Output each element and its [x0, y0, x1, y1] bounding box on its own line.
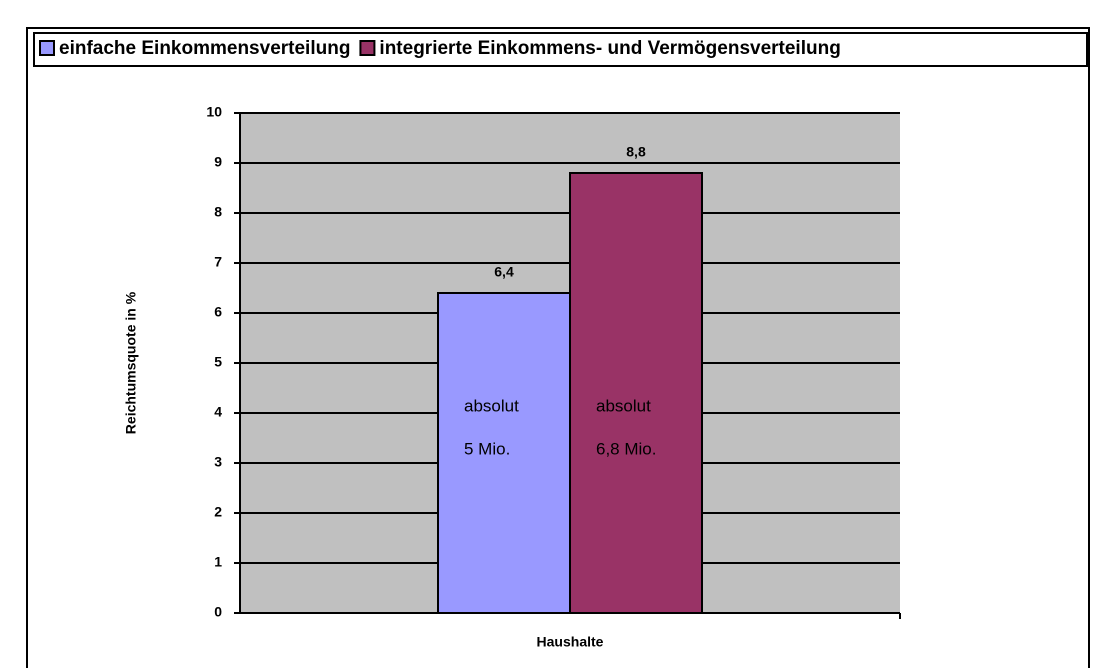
legend-box: [33, 32, 1088, 67]
bar: [437, 292, 571, 614]
bar-annotation: 6,8 Mio.: [596, 439, 656, 458]
bar-annotation: absolut: [596, 396, 651, 415]
legend-label: integrierte Einkommens- und Vermögensver…: [379, 38, 840, 59]
y-tick-label: 3: [214, 454, 222, 470]
y-tick-label: 8: [214, 204, 222, 220]
y-axis-label: Reichtumsquote in %: [123, 291, 139, 434]
y-tick-label: 1: [214, 554, 222, 570]
y-tick-label: 10: [206, 104, 222, 120]
y-tick-label: 7: [214, 254, 222, 270]
value-label: 8,8: [626, 144, 646, 160]
value-label: 6,4: [494, 264, 514, 280]
bar: [569, 172, 703, 614]
legend-label: einfache Einkommensverteilung: [59, 38, 350, 59]
y-tick-label: 2: [214, 504, 222, 520]
legend-swatch: [359, 40, 376, 56]
bar-annotation: 5 Mio.: [464, 439, 510, 458]
y-tick-label: 9: [214, 154, 222, 170]
y-tick-label: 6: [214, 304, 222, 320]
x-axis-label: Haushalte: [537, 634, 604, 650]
y-tick-label: 5: [214, 354, 222, 370]
y-tick-label: 0: [214, 604, 222, 620]
legend-swatch: [39, 40, 55, 56]
bar-annotation: absolut: [464, 396, 519, 415]
y-tick-label: 4: [214, 404, 222, 420]
